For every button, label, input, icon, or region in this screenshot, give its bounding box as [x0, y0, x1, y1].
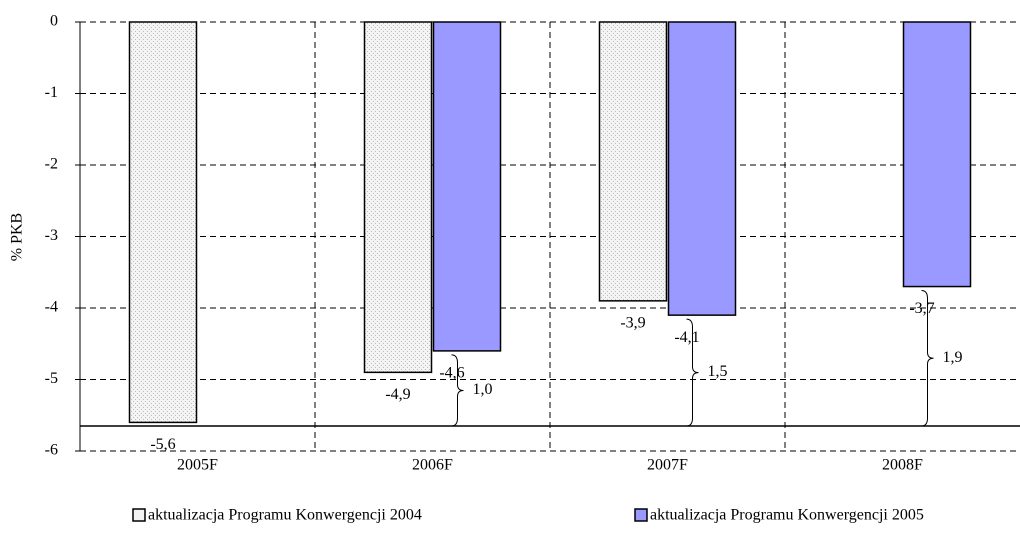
- x-tick-label: 2007F: [647, 457, 688, 474]
- y-tick-label: -1: [45, 84, 58, 101]
- value-label: -5,6: [150, 436, 175, 453]
- y-tick-label: 0: [50, 13, 58, 30]
- x-tick-label: 2006F: [412, 457, 453, 474]
- x-tick-label: 2005F: [177, 457, 218, 474]
- legend-swatch: [634, 508, 648, 522]
- brace: [921, 290, 934, 427]
- y-tick-label: -4: [45, 299, 58, 316]
- y-tick-label: -6: [45, 442, 58, 459]
- brace: [686, 318, 699, 427]
- value-label: -4,1: [674, 329, 699, 346]
- value-label: -4,6: [439, 365, 464, 382]
- bar: [598, 21, 668, 302]
- brace-label: 1,9: [943, 349, 963, 366]
- bar: [432, 21, 502, 352]
- bar: [128, 21, 198, 424]
- y-tick-label: -3: [45, 227, 58, 244]
- y-tick-label: -5: [45, 370, 58, 387]
- brace-label: 1,5: [708, 363, 728, 380]
- legend-label: aktualizacja Programu Konwergencji 2005: [650, 507, 924, 524]
- legend-swatch: [132, 508, 146, 522]
- value-label: -3,7: [909, 300, 934, 317]
- value-label: -4,9: [385, 386, 410, 403]
- y-axis-label: % PKB: [9, 213, 26, 261]
- brace-label: 1,0: [473, 381, 493, 398]
- legend-label: aktualizacja Programu Konwergencji 2004: [148, 507, 422, 524]
- bar: [363, 21, 433, 374]
- bar: [902, 21, 972, 288]
- bar: [667, 21, 737, 316]
- y-tick-label: -2: [45, 156, 58, 173]
- brace: [451, 354, 464, 427]
- x-tick-label: 2008F: [882, 457, 923, 474]
- value-label: -3,9: [620, 315, 645, 332]
